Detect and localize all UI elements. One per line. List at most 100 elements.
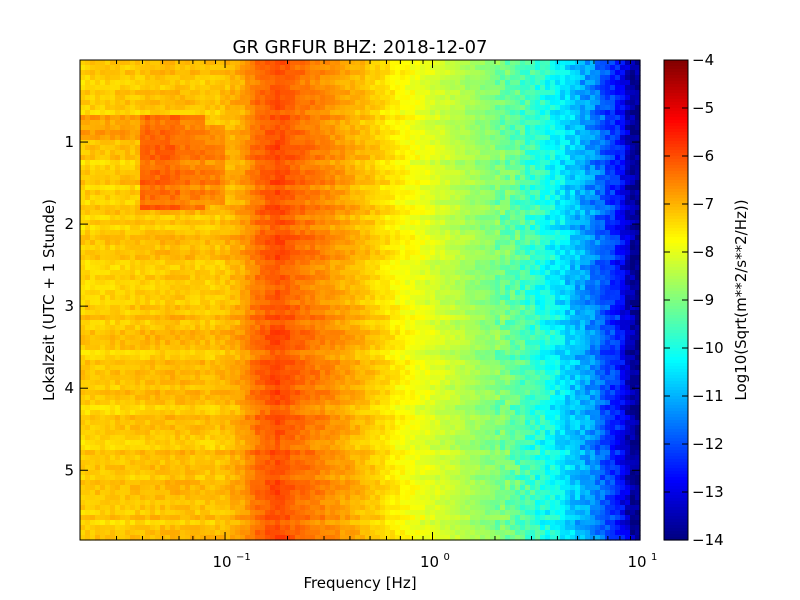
heatmap-cell <box>505 180 511 186</box>
heatmap-cell <box>635 240 641 246</box>
heatmap-cell <box>485 105 491 111</box>
heatmap-cell <box>260 140 266 146</box>
heatmap-cell <box>545 220 551 226</box>
heatmap-cell <box>500 215 506 221</box>
heatmap-cell <box>380 215 386 221</box>
heatmap-cell <box>100 70 106 76</box>
heatmap-cell <box>395 130 401 136</box>
heatmap-cell <box>235 235 241 241</box>
heatmap-cell <box>385 215 391 221</box>
heatmap-cell <box>90 145 96 151</box>
heatmap-cell <box>350 165 356 171</box>
heatmap-cell <box>375 260 381 266</box>
heatmap-cell <box>625 125 631 131</box>
heatmap-cell <box>180 185 186 191</box>
heatmap-cell <box>90 210 96 216</box>
spectrogram-plot <box>79 59 641 541</box>
heatmap-cell <box>625 205 631 211</box>
heatmap-cell <box>325 225 331 231</box>
heatmap-cell <box>325 255 331 261</box>
heatmap-cell <box>100 245 106 251</box>
heatmap-cell <box>535 120 541 126</box>
heatmap-cell <box>285 80 291 86</box>
heatmap-cell <box>200 190 206 196</box>
heatmap-cell <box>275 225 281 231</box>
heatmap-cell <box>225 180 231 186</box>
heatmap-cell <box>165 85 171 91</box>
heatmap-cell <box>330 175 336 181</box>
heatmap-cell <box>610 75 616 81</box>
heatmap-cell <box>605 245 611 251</box>
heatmap-cell <box>570 125 576 131</box>
heatmap-cell <box>565 135 571 141</box>
heatmap-cell <box>290 210 296 216</box>
heatmap-cell <box>150 100 156 106</box>
heatmap-cell <box>90 150 96 156</box>
heatmap-cell <box>310 105 316 111</box>
heatmap-cell <box>385 205 391 211</box>
heatmap-cell <box>285 210 291 216</box>
heatmap-cell <box>610 220 616 226</box>
heatmap-cell <box>505 255 511 261</box>
heatmap-cell <box>205 160 211 166</box>
heatmap-cell <box>530 70 536 76</box>
heatmap-cell <box>190 120 196 126</box>
heatmap-cell <box>590 255 596 261</box>
heatmap-cell <box>320 215 326 221</box>
heatmap-cell <box>305 165 311 171</box>
heatmap-cell <box>570 240 576 246</box>
heatmap-cell <box>450 195 456 201</box>
heatmap-cell <box>575 225 581 231</box>
heatmap-cell <box>405 280 411 286</box>
heatmap-cell <box>360 195 366 201</box>
heatmap-cell <box>465 260 471 266</box>
heatmap-cell <box>275 120 281 126</box>
heatmap-cell <box>465 245 471 251</box>
heatmap-cell <box>540 205 546 211</box>
heatmap-cell <box>425 105 431 111</box>
heatmap-cell <box>375 195 381 201</box>
heatmap-cell <box>370 195 376 201</box>
heatmap-cell <box>160 255 166 261</box>
heatmap-cell <box>160 90 166 96</box>
heatmap-cell <box>195 90 201 96</box>
heatmap-cell <box>220 190 226 196</box>
heatmap-cell <box>420 260 426 266</box>
heatmap-cell <box>115 115 121 121</box>
heatmap-cell <box>175 255 181 261</box>
heatmap-cell <box>335 120 341 126</box>
heatmap-cell <box>155 190 161 196</box>
heatmap-cell <box>145 195 151 201</box>
heatmap-cell <box>630 210 636 216</box>
heatmap-cell <box>490 150 496 156</box>
heatmap-cell <box>315 205 321 211</box>
heatmap-cell <box>575 165 581 171</box>
heatmap-cell <box>425 220 431 226</box>
heatmap-cell <box>430 250 436 256</box>
heatmap-cell <box>530 60 536 66</box>
heatmap-cell <box>450 185 456 191</box>
heatmap-cell <box>265 65 271 71</box>
heatmap-cell <box>285 265 291 271</box>
heatmap-cell <box>605 110 611 116</box>
heatmap-cell <box>405 260 411 266</box>
heatmap-cell <box>200 65 206 71</box>
heatmap-cell <box>575 270 581 276</box>
heatmap-cell <box>215 95 221 101</box>
heatmap-cell <box>285 180 291 186</box>
heatmap-cell <box>135 140 141 146</box>
heatmap-cell <box>85 280 91 286</box>
heatmap-cell <box>220 260 226 266</box>
heatmap-cell <box>510 145 516 151</box>
heatmap-cell <box>540 130 546 136</box>
heatmap-cell <box>450 245 456 251</box>
heatmap-cell <box>445 65 451 71</box>
heatmap-cell <box>555 165 561 171</box>
heatmap-cell <box>150 180 156 186</box>
heatmap-cell <box>190 215 196 221</box>
heatmap-cell <box>150 210 156 216</box>
heatmap-cell <box>270 250 276 256</box>
heatmap-cell <box>360 150 366 156</box>
heatmap-cell <box>100 180 106 186</box>
heatmap-cell <box>490 235 496 241</box>
